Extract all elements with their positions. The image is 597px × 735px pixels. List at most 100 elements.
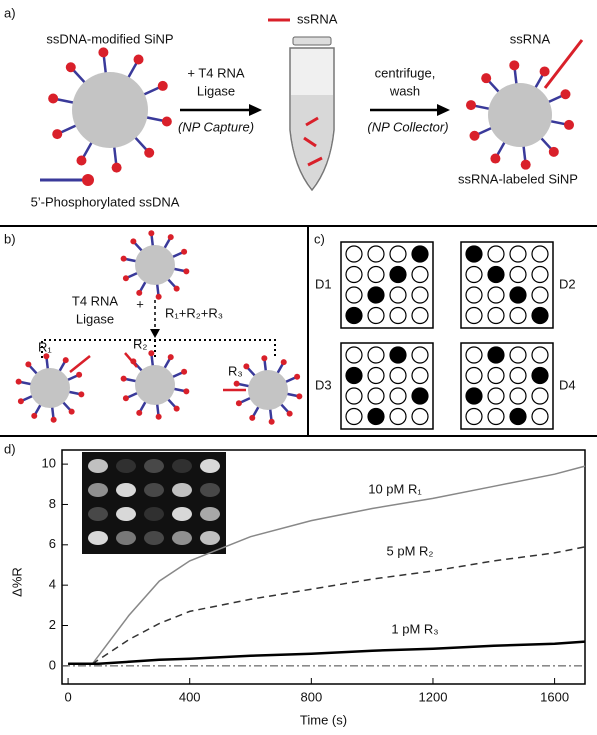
- spot: [346, 409, 362, 425]
- label: +: [136, 296, 144, 311]
- spot: [412, 368, 428, 384]
- phosphate: [144, 148, 154, 158]
- label: ssRNA-labeled SiNP: [458, 171, 578, 186]
- silica-core: [488, 83, 552, 147]
- arrowhead: [437, 104, 450, 116]
- spot: [346, 368, 362, 384]
- target-rna: [70, 356, 90, 372]
- label: (NP Capture): [178, 119, 254, 134]
- spot: [532, 246, 548, 262]
- label: ssDNA-modified SiNP: [46, 31, 173, 46]
- spot: [390, 308, 406, 324]
- spot: [466, 388, 482, 404]
- array-name: D1: [315, 276, 332, 291]
- y-tick-label: 2: [49, 617, 56, 632]
- spot: [412, 267, 428, 283]
- panel-label: d): [4, 441, 16, 456]
- panel-label: b): [4, 231, 16, 246]
- phosphate: [31, 413, 37, 419]
- phosphate: [48, 93, 58, 103]
- phosphate: [560, 89, 570, 99]
- phosphate: [136, 410, 142, 416]
- spot: [412, 308, 428, 324]
- spot: [346, 287, 362, 303]
- inset-spot: [116, 483, 136, 497]
- phosphate: [183, 268, 189, 274]
- phosphate: [16, 379, 22, 385]
- spot: [412, 347, 428, 363]
- phosphate: [112, 163, 122, 173]
- inset-spot: [172, 483, 192, 497]
- spot: [466, 308, 482, 324]
- phosphate: [98, 47, 108, 57]
- phosphate: [134, 54, 144, 64]
- spot: [466, 287, 482, 303]
- phosphate: [269, 419, 275, 425]
- phosphate: [123, 395, 129, 401]
- spot: [368, 347, 384, 363]
- label: ssRNA: [297, 11, 338, 26]
- spot: [532, 388, 548, 404]
- inset-spot: [200, 531, 220, 545]
- phosphate: [63, 357, 69, 363]
- phosphate: [148, 350, 154, 356]
- spot: [412, 246, 428, 262]
- inset-spot: [88, 459, 108, 473]
- phosphate: [234, 381, 240, 387]
- inset-spot: [172, 459, 192, 473]
- phosphate: [236, 400, 242, 406]
- phosphate: [158, 81, 168, 91]
- target-label: R₂: [133, 336, 147, 351]
- spot: [390, 267, 406, 283]
- y-tick-label: 0: [49, 657, 56, 672]
- spot: [368, 246, 384, 262]
- spot: [390, 388, 406, 404]
- phosphate: [78, 391, 84, 397]
- phosphate: [466, 100, 476, 110]
- inset-spot: [88, 531, 108, 545]
- inset-spot: [116, 531, 136, 545]
- label: centrifuge,: [375, 65, 436, 80]
- inset-spot: [200, 459, 220, 473]
- spot: [346, 246, 362, 262]
- silica-core: [248, 370, 288, 410]
- phosphate: [287, 411, 293, 417]
- phosphate: [121, 256, 127, 262]
- series-label: 5 pM R₂: [387, 543, 434, 558]
- nanoparticle: [16, 353, 85, 423]
- spot: [412, 388, 428, 404]
- inset-spot: [144, 507, 164, 521]
- spot: [510, 246, 526, 262]
- phosphate: [174, 406, 180, 412]
- phosphate: [174, 286, 180, 292]
- spot: [488, 246, 504, 262]
- phosphate: [470, 131, 480, 141]
- spot: [532, 347, 548, 363]
- spot: [532, 308, 548, 324]
- label: (NP Collector): [367, 119, 448, 134]
- spot: [346, 267, 362, 283]
- phosphate: [123, 275, 129, 281]
- splitter: [42, 340, 275, 358]
- label: 5’-Phosphorylated ssDNA: [31, 194, 180, 209]
- spot: [466, 246, 482, 262]
- spot: [368, 308, 384, 324]
- inset-spot: [116, 459, 136, 473]
- phosphate: [148, 230, 154, 236]
- spot: [466, 409, 482, 425]
- spot: [510, 347, 526, 363]
- inset-image: [82, 452, 226, 554]
- ssrna: [545, 40, 582, 88]
- silica-core: [135, 365, 175, 405]
- phosphate: [66, 62, 76, 72]
- spot: [368, 388, 384, 404]
- figure: a) ssDNA-modified SiNP + T4 RNA Ligase (…: [0, 0, 597, 735]
- phosphate: [243, 363, 249, 369]
- phosphate: [481, 73, 491, 83]
- spot: [532, 368, 548, 384]
- phosphate: [261, 355, 267, 361]
- y-tick-label: 6: [49, 536, 56, 551]
- spot: [510, 368, 526, 384]
- phosphate: [162, 117, 172, 127]
- label: ssRNA: [510, 31, 551, 46]
